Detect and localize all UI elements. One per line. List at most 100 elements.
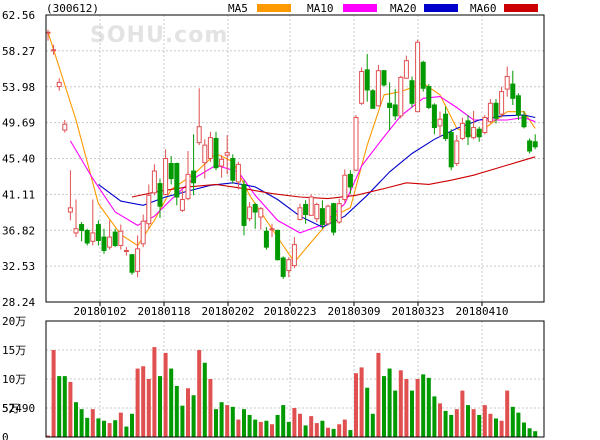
volume-bar — [398, 370, 403, 437]
candle-body — [493, 102, 499, 119]
volume-bar — [51, 350, 56, 437]
volume-bar — [202, 362, 207, 437]
candle-body — [286, 259, 292, 272]
volume-bar — [275, 414, 280, 437]
stock-code: (300612) — [46, 2, 99, 15]
price-y-tick-label: 41.11 — [2, 188, 35, 201]
volume-bar — [466, 405, 470, 437]
volume-bar — [141, 366, 146, 437]
candle-body — [364, 69, 370, 91]
volume-bar — [85, 417, 90, 437]
date-tick-label: 20180102 — [74, 305, 127, 318]
volume-bar — [230, 406, 235, 437]
candle-body — [426, 86, 432, 108]
volume-bar — [370, 413, 375, 437]
volume-bar — [208, 379, 213, 437]
candle-body — [101, 236, 107, 251]
date-tick-label: 20180309 — [328, 305, 381, 318]
volume-bar — [247, 414, 252, 437]
volume-bar — [326, 427, 330, 437]
candle-body — [392, 104, 398, 117]
volume-bar — [298, 413, 302, 437]
volume-bar — [443, 410, 448, 437]
candle-body — [297, 207, 303, 221]
candle-body — [487, 102, 493, 123]
volume-bar — [426, 377, 431, 437]
volume-bar — [303, 425, 308, 437]
volume-y-tick-label: 20万 — [2, 315, 26, 328]
volume-bar — [74, 402, 78, 437]
candle-body — [163, 158, 169, 195]
candle-body — [347, 173, 353, 188]
volume-bar — [421, 374, 426, 437]
volume-bar — [505, 390, 510, 437]
candle-body — [527, 140, 533, 152]
candlesticks — [45, 29, 538, 279]
price-panel-frame — [45, 14, 545, 303]
volume-bar — [309, 416, 314, 437]
volume-bar — [527, 428, 532, 437]
candle-body — [342, 174, 348, 200]
volume-bar — [197, 350, 202, 437]
candle-body — [532, 141, 538, 148]
candle-body — [191, 170, 197, 184]
candle-body — [235, 163, 241, 183]
volume-bars — [46, 347, 538, 437]
volume-bar — [454, 409, 459, 437]
candle-body — [437, 118, 443, 127]
candle-body — [151, 170, 157, 194]
candle-body — [387, 102, 393, 108]
volume-bar — [522, 422, 526, 437]
price-y-tick-label: 58.27 — [2, 45, 35, 58]
candle-body — [213, 137, 219, 169]
volume-bar — [292, 408, 297, 437]
volume-y-tick-label: 10万 — [2, 373, 26, 386]
volume-y-tick-label: 15万 — [2, 344, 26, 357]
candle-body — [207, 137, 213, 160]
candle-body — [90, 232, 96, 242]
volume-bar — [96, 418, 101, 437]
legend-ma20-label: MA20 — [390, 2, 417, 15]
volume-bar — [169, 368, 174, 437]
volume-bar — [387, 368, 392, 437]
volume-bar — [359, 367, 364, 437]
candle-body — [258, 208, 264, 218]
volume-y-tick-label: 5万 — [2, 402, 20, 415]
candle-body — [263, 230, 269, 248]
candle-body — [67, 207, 73, 213]
date-tick-label: 20180118 — [138, 305, 191, 318]
candle-body — [79, 224, 85, 231]
volume-bar — [135, 368, 140, 437]
volume-bar — [236, 419, 241, 437]
price-y-tick-label: 62.56 — [2, 9, 35, 22]
volume-bar — [163, 352, 168, 437]
candle-body — [465, 120, 471, 138]
candle-body — [135, 248, 141, 272]
candle-body — [241, 183, 247, 226]
candle-body — [359, 71, 365, 104]
candle-body — [252, 203, 258, 213]
volume-bar — [488, 413, 493, 437]
candle-body — [146, 194, 152, 225]
volume-bar — [118, 412, 123, 437]
volume-bar — [225, 405, 230, 437]
candle-body — [403, 60, 409, 79]
volume-bar — [415, 379, 420, 437]
candle-body — [280, 257, 286, 277]
candle-body — [353, 117, 359, 171]
candle-body — [325, 205, 331, 225]
candle-body — [420, 61, 426, 89]
volume-bar — [68, 381, 73, 437]
candle-body — [269, 228, 275, 231]
candle-body — [443, 113, 449, 139]
candle-body — [112, 231, 118, 246]
candle-body — [51, 49, 57, 52]
legend-ma60-swatch — [504, 4, 538, 12]
price-y-tick-label: 36.82 — [2, 224, 35, 237]
price-y-tick-label: 32.53 — [2, 260, 35, 273]
candle-body — [174, 163, 180, 198]
volume-y-tick-label: 0 — [2, 431, 9, 440]
volume-bar — [186, 388, 190, 437]
volume-bar — [214, 409, 218, 437]
candle-body — [95, 224, 101, 241]
